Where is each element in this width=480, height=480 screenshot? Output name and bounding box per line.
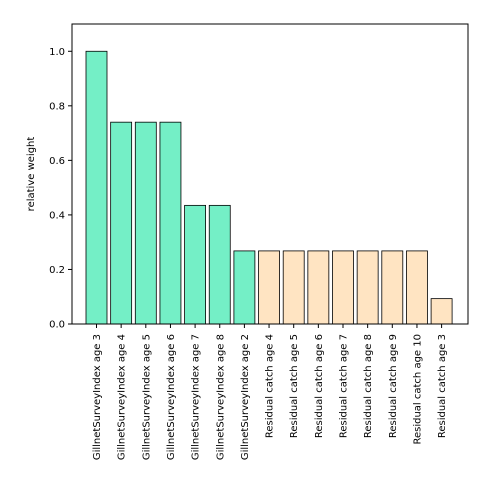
x-tick-label: GillnetSurveyIndex age 5 <box>141 334 152 460</box>
bar <box>381 250 404 325</box>
x-tick-label: Residual catch age 4 <box>265 334 276 438</box>
y-tick-label: 0.8 <box>49 101 65 112</box>
y-axis-label: relative weight <box>26 137 37 212</box>
bar <box>332 250 354 325</box>
x-tick-label: Residual catch age 6 <box>314 334 325 438</box>
x-tick-label: Residual catch age 7 <box>339 334 350 438</box>
bar <box>184 204 207 325</box>
x-tick-label: GillnetSurveyIndex age 7 <box>191 334 202 460</box>
bar <box>258 250 280 325</box>
plot-frame <box>71 23 469 325</box>
bar <box>307 250 330 325</box>
x-tick-label: Residual catch age 5 <box>289 334 300 438</box>
bar <box>208 204 231 325</box>
bar <box>356 250 379 325</box>
x-tick-label: GillnetSurveyIndex age 6 <box>166 334 177 460</box>
x-axis: GillnetSurveyIndex age 3 GillnetSurveyInd… <box>92 324 448 460</box>
y-tick-label: 0.2 <box>49 265 65 276</box>
y-tick-label: 0.0 <box>49 320 65 331</box>
bar <box>430 298 453 325</box>
bar <box>406 250 428 325</box>
bar <box>233 250 256 325</box>
y-axis: 0.0 0.2 0.4 0.6 0.8 1.0 <box>49 47 72 331</box>
y-tick-label: 1.0 <box>49 47 65 58</box>
x-tick-label: Residual catch age 9 <box>388 334 399 438</box>
x-tick-label: GillnetSurveyIndex age 3 <box>92 334 103 460</box>
y-tick-label: 0.6 <box>49 156 65 167</box>
x-tick-label: Residual catch age 3 <box>437 334 448 438</box>
x-tick-label: GillnetSurveyIndex age 4 <box>117 334 128 460</box>
bar <box>282 250 305 325</box>
bar <box>85 50 108 325</box>
y-tick-label: 0.4 <box>49 210 65 221</box>
x-tick-label: Residual catch age 8 <box>363 334 374 438</box>
x-tick-label: GillnetSurveyIndex age 2 <box>240 334 251 460</box>
x-tick-label: GillnetSurveyIndex age 8 <box>215 334 226 460</box>
bar <box>110 121 133 325</box>
bar <box>159 121 182 325</box>
bar <box>134 121 157 325</box>
x-tick-label: Residual catch age 10 <box>412 334 423 445</box>
bars <box>85 50 453 325</box>
